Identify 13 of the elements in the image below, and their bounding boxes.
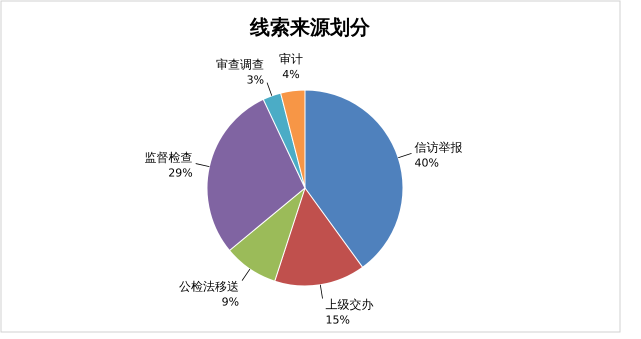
- slice-label: 信访举报: [414, 140, 463, 154]
- data-label: 3%: [246, 74, 264, 87]
- chart-title: 线索来源划分: [249, 15, 371, 39]
- slice-label: 审计: [278, 52, 303, 66]
- slice-label: 审查调查: [216, 58, 264, 72]
- data-label: 4%: [282, 68, 300, 81]
- data-label: 9%: [222, 296, 240, 309]
- data-label: 29%: [168, 166, 193, 180]
- data-label: 15%: [326, 314, 350, 327]
- slice-label: 监督检查: [144, 150, 193, 165]
- slice-label: 公检法移送: [179, 280, 240, 294]
- data-label: 40%: [414, 156, 439, 170]
- slice-label: 上级交办: [326, 298, 374, 312]
